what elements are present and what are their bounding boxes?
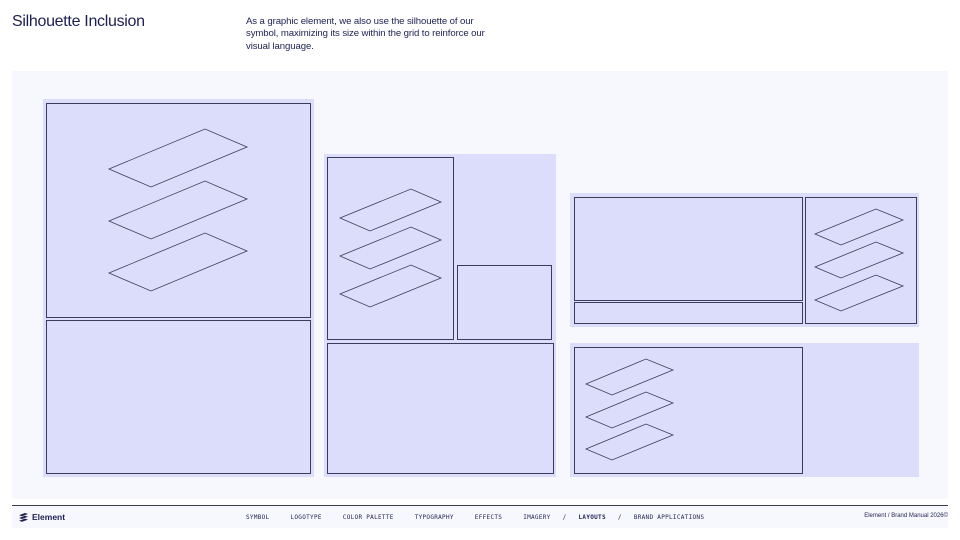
page-description: As a graphic element, we also use the si… (246, 16, 485, 52)
image-frame (574, 197, 803, 301)
footer-nav: SYMBOL LOGOTYPE COLOR PALETTE TYPOGRAPHY… (246, 514, 725, 521)
nav-item-layouts[interactable]: LAYOUTS (578, 514, 606, 521)
layout-example-portrait-large (43, 99, 314, 477)
symbol-silhouette (107, 128, 249, 292)
layout-example-column (324, 154, 556, 477)
content-frame (327, 343, 554, 474)
nav-separator: / (617, 514, 622, 521)
nav-item-effects[interactable]: EFFECTS (474, 514, 503, 521)
brand-name: Element (32, 512, 66, 522)
nav-item-brand-applications[interactable]: BRAND APPLICATIONS (633, 514, 705, 521)
small-frame (457, 265, 552, 340)
footer-bar (12, 506, 948, 528)
layout-example-banner (570, 343, 919, 477)
footer-rule (12, 505, 948, 506)
page-title: Silhouette Inclusion (12, 13, 145, 30)
image-frame (46, 103, 311, 318)
symbol-silhouette (338, 188, 443, 308)
symbol-silhouette (813, 208, 905, 312)
symbol-silhouette (584, 358, 675, 461)
footer-meta: Element / Brand Manual 2026© (864, 513, 948, 519)
image-frame (327, 157, 454, 340)
layout-example-landscape (570, 193, 919, 327)
caption-bar (574, 302, 803, 324)
nav-separator: / (562, 514, 567, 521)
brand-logo[interactable]: Element (19, 512, 65, 522)
image-frame (574, 347, 803, 474)
content-frame (46, 320, 311, 474)
symbol-frame (805, 197, 917, 324)
element-symbol-icon (19, 512, 28, 522)
nav-item-logotype[interactable]: LOGOTYPE (290, 514, 322, 521)
nav-item-typography[interactable]: TYPOGRAPHY (414, 514, 454, 521)
nav-item-symbol[interactable]: SYMBOL (246, 514, 270, 521)
nav-item-color-palette[interactable]: COLOR PALETTE (342, 514, 394, 521)
nav-item-imagery[interactable]: IMAGERY (523, 514, 551, 521)
